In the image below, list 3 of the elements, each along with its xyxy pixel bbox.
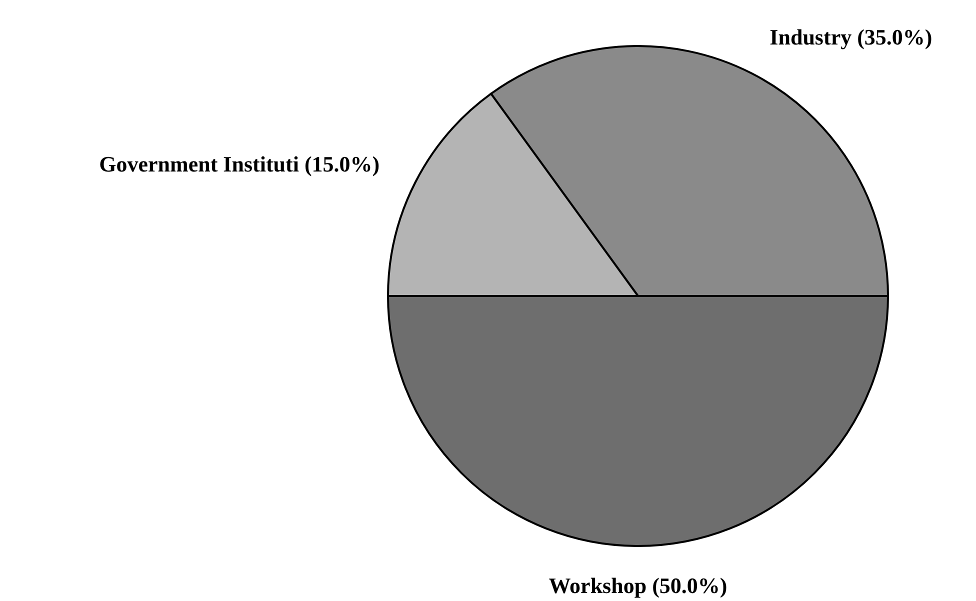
slice-label: Government Instituti (15.0%): [99, 151, 380, 176]
slice-label: Workshop (50.0%): [548, 573, 728, 598]
slice-label: Industry (35.0%): [770, 24, 932, 50]
